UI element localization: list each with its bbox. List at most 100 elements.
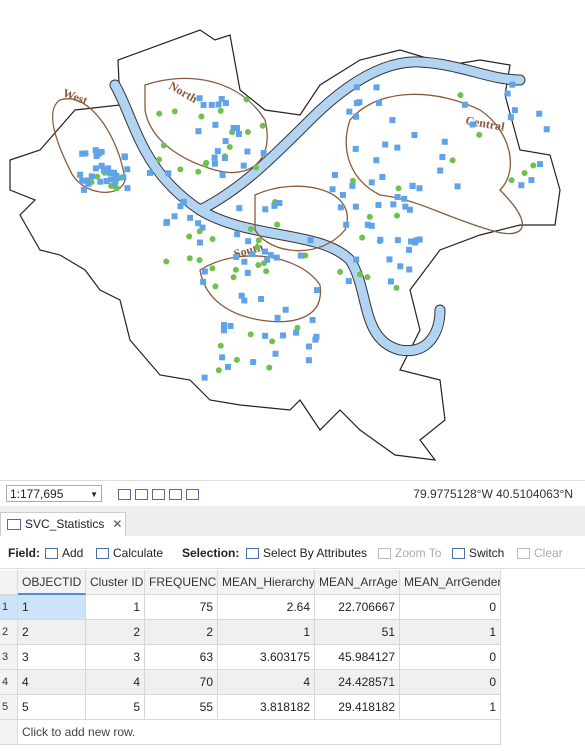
- column-header[interactable]: MEAN_ArrAge: [315, 570, 400, 595]
- table-cell[interactable]: 75: [145, 595, 218, 620]
- map-point: [264, 256, 271, 263]
- map-point: [353, 256, 360, 263]
- map-point: [259, 122, 266, 129]
- map-point: [454, 183, 461, 190]
- table-cell[interactable]: 4: [86, 670, 145, 695]
- map-point: [187, 214, 194, 221]
- button-label: Clear: [534, 546, 563, 560]
- select-by-attributes-button[interactable]: Select By Attributes: [246, 545, 367, 561]
- table-cell[interactable]: 51: [315, 620, 400, 645]
- map-point: [507, 114, 514, 121]
- map-point: [198, 113, 205, 120]
- zoom-to-button[interactable]: Zoom To: [378, 545, 441, 561]
- table-cell[interactable]: 3: [86, 645, 145, 670]
- column-header[interactable]: MEAN_Hierarchy: [218, 570, 315, 595]
- table-cell[interactable]: 3.818182: [218, 695, 315, 720]
- map-point: [314, 287, 321, 294]
- map-point: [217, 342, 224, 349]
- table-cell[interactable]: 1: [400, 695, 501, 720]
- map-point: [343, 221, 350, 228]
- scale-box[interactable]: 1:177,695 ▼: [6, 485, 102, 502]
- rivers: [109, 56, 526, 357]
- map-point: [240, 162, 247, 169]
- tab-title: SVC_Statistics: [25, 517, 105, 531]
- row-number[interactable]: 1: [0, 595, 18, 620]
- map-point: [209, 265, 216, 272]
- table-cell[interactable]: 3: [18, 645, 86, 670]
- map-point: [397, 263, 404, 270]
- table-cell[interactable]: 24.428571: [315, 670, 400, 695]
- row-number[interactable]: 5: [0, 695, 18, 720]
- map-point: [439, 154, 446, 161]
- map-point: [195, 220, 202, 227]
- table-cell[interactable]: 45.984127: [315, 645, 400, 670]
- map-point: [293, 329, 300, 336]
- table-cell[interactable]: 2.64: [218, 595, 315, 620]
- table-cell[interactable]: 70: [145, 670, 218, 695]
- map-point: [177, 203, 184, 210]
- switch-button[interactable]: Switch: [452, 545, 504, 561]
- table-cell[interactable]: 1: [86, 595, 145, 620]
- map-point: [156, 110, 163, 117]
- map-point: [219, 354, 226, 361]
- map-point: [113, 172, 120, 179]
- table-cell[interactable]: 0: [400, 645, 501, 670]
- map-point: [222, 138, 229, 145]
- map-point: [263, 268, 270, 275]
- table-cell[interactable]: 4: [18, 670, 86, 695]
- row-number[interactable]: 2: [0, 620, 18, 645]
- map-point: [226, 143, 233, 150]
- table-cell[interactable]: 63: [145, 645, 218, 670]
- row-number[interactable]: 3: [0, 645, 18, 670]
- table-cell[interactable]: 3.603175: [218, 645, 315, 670]
- map-point: [97, 178, 104, 185]
- map-point: [406, 266, 413, 273]
- map-point: [245, 238, 252, 245]
- map-point: [377, 236, 384, 243]
- map-point: [177, 166, 184, 173]
- map-point: [98, 148, 105, 155]
- clear-button[interactable]: Clear: [517, 545, 563, 561]
- table-cell[interactable]: 0: [400, 670, 501, 695]
- add-row[interactable]: Click to add new row.: [18, 720, 501, 745]
- table-cell[interactable]: 2: [145, 620, 218, 645]
- map-point: [160, 142, 167, 149]
- map-point: [196, 95, 203, 102]
- table-cell[interactable]: 1: [400, 620, 501, 645]
- map-point: [107, 169, 114, 176]
- calculate-button[interactable]: Calculate: [96, 545, 163, 561]
- column-header[interactable]: OBJECTID *: [18, 570, 86, 595]
- table-cell[interactable]: 55: [145, 695, 218, 720]
- row-number[interactable]: 4: [0, 670, 18, 695]
- table-cell[interactable]: 1: [18, 595, 86, 620]
- map: West North Central South: [9, 29, 561, 461]
- table-cell[interactable]: 1: [218, 620, 315, 645]
- column-header[interactable]: FREQUENCY: [145, 570, 218, 595]
- table-cell[interactable]: 5: [18, 695, 86, 720]
- map-point: [476, 131, 483, 138]
- add-button[interactable]: Add: [45, 545, 83, 561]
- map-point: [376, 99, 383, 106]
- map-point: [230, 274, 237, 281]
- table-cell[interactable]: 2: [18, 620, 86, 645]
- tab-strip: SVC_Statistics ✕: [0, 506, 585, 536]
- map-point: [252, 164, 259, 171]
- map-point: [461, 101, 468, 108]
- table-cell[interactable]: 4: [218, 670, 315, 695]
- table-cell[interactable]: 29.418182: [315, 695, 400, 720]
- tab[interactable]: SVC_Statistics ✕: [0, 512, 126, 536]
- map-point: [233, 253, 240, 260]
- map-point: [215, 367, 222, 374]
- table-cell[interactable]: 2: [86, 620, 145, 645]
- table-cell[interactable]: 22.706667: [315, 595, 400, 620]
- map-point: [345, 278, 352, 285]
- map-point: [282, 306, 289, 313]
- map-point: [536, 161, 543, 168]
- map-point: [349, 177, 356, 184]
- column-header[interactable]: Cluster ID: [86, 570, 145, 595]
- map-point: [111, 182, 118, 189]
- column-header[interactable]: MEAN_ArrGender: [400, 570, 501, 595]
- table-cell[interactable]: 5: [86, 695, 145, 720]
- table-cell[interactable]: 0: [400, 595, 501, 620]
